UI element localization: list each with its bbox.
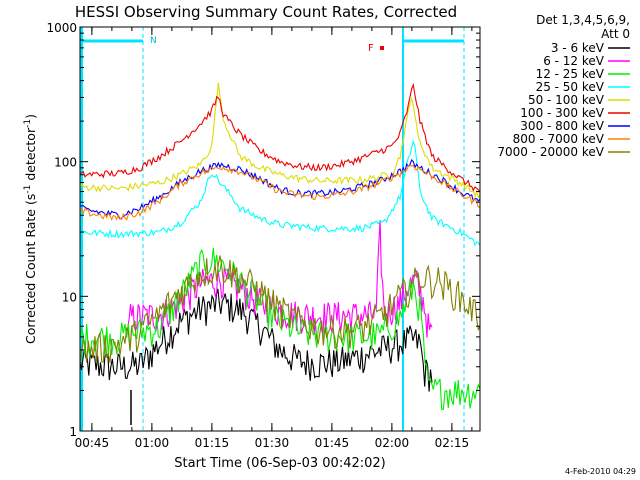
y-axis-label-mid: detector: [23, 127, 38, 185]
flag-label: F: [368, 43, 374, 54]
legend-label-2: 12 - 25 keV: [536, 67, 605, 81]
y-tick-label-1: 10: [62, 290, 77, 304]
legend-label-0: 3 - 6 keV: [551, 41, 605, 55]
x-tick-label-2: 01:15: [195, 436, 230, 450]
plot-frame: [79, 26, 481, 432]
y-tick-label-3: 1000: [46, 21, 77, 35]
y-axis-label-end: ): [23, 114, 38, 119]
legend-label-7: 800 - 7000 keV: [513, 132, 605, 146]
y-axis-label: Corrected Count Rate (s-1 detector-1): [23, 114, 38, 344]
legend-label-4: 50 - 100 keV: [528, 93, 605, 107]
axes: 00:45 01:00 01:15 01:30 01:45 02:00 02:15 1 10 10…: [46, 21, 480, 450]
series-line-5: [79, 82, 481, 193]
x-tick-label-6: 02:15: [435, 436, 470, 450]
interval-start-bar: [80, 27, 83, 431]
series-line-8: [79, 255, 481, 367]
legend-label-5: 100 - 300 keV: [520, 106, 604, 120]
legend-label-3: 25 - 50 keV: [536, 80, 605, 94]
series-line-4: [79, 82, 481, 199]
x-tick-label-5: 02:00: [375, 436, 410, 450]
y-axis-label-main: Corrected Count Rate (s: [23, 194, 38, 344]
flag-marker: [380, 46, 384, 50]
interval-mid-bar: [402, 27, 404, 431]
legend-header-line1: Det 1,3,4,5,6,9,: [536, 13, 630, 27]
x-axis-label: Start Time (06-Sep-03 00:42:02): [174, 456, 385, 471]
y-tick-label-2: 100: [54, 156, 77, 170]
series-line-3: [79, 139, 481, 247]
chart-title: HESSI Observing Summary Count Rates, Cor…: [75, 3, 457, 21]
y-axis-label-sup2: -1: [23, 119, 33, 128]
y-tick-label-0: 1: [69, 425, 77, 439]
legend-header-line2: Att 0: [601, 27, 630, 41]
series-line-0: [79, 288, 433, 392]
y-axis-label-sup1: -1: [23, 185, 33, 194]
series-line-2: [79, 247, 481, 411]
night-label: N: [150, 36, 157, 46]
x-tick-label-4: 01:45: [315, 436, 350, 450]
x-tick-label-1: 01:00: [135, 436, 170, 450]
x-tick-label-0: 00:45: [75, 436, 110, 450]
legend-label-6: 300 - 800 keV: [520, 119, 604, 133]
legend-label-8: 7000 - 20000 keV: [497, 145, 604, 159]
series-line-7: [79, 164, 481, 221]
footer-date: 4-Feb-2010 04:29: [565, 467, 636, 476]
plot-area: NF: [79, 27, 481, 431]
x-tick-label-3: 01:30: [255, 436, 290, 450]
legend-label-1: 6 - 12 keV: [543, 54, 605, 68]
